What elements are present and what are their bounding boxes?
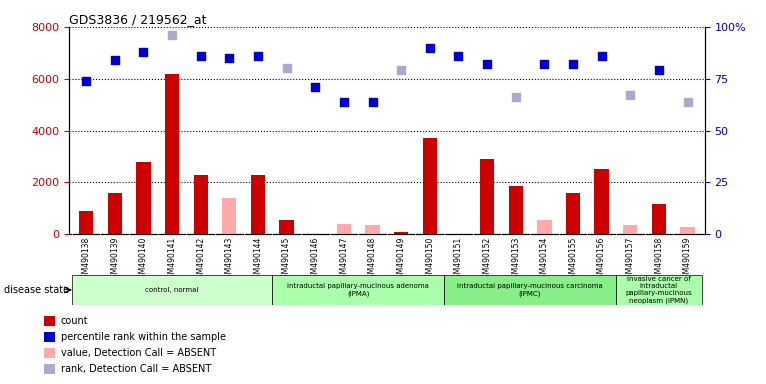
Bar bbox=[365, 225, 380, 234]
Bar bbox=[480, 159, 494, 234]
Text: GSM490155: GSM490155 bbox=[568, 236, 578, 283]
Text: GDS3836 / 219562_at: GDS3836 / 219562_at bbox=[69, 13, 207, 26]
Text: GSM490153: GSM490153 bbox=[511, 236, 520, 283]
Bar bbox=[594, 169, 609, 234]
Text: disease state: disease state bbox=[4, 285, 69, 295]
Text: GSM490152: GSM490152 bbox=[483, 236, 492, 283]
Text: GSM490159: GSM490159 bbox=[683, 236, 692, 283]
Text: GSM490146: GSM490146 bbox=[311, 236, 319, 283]
Bar bbox=[680, 227, 695, 234]
Bar bbox=[423, 138, 437, 234]
Point bbox=[682, 98, 694, 104]
Bar bbox=[566, 193, 580, 234]
Point bbox=[280, 65, 293, 71]
Point bbox=[109, 57, 121, 63]
Point bbox=[653, 67, 665, 73]
Text: GSM490149: GSM490149 bbox=[397, 236, 406, 283]
Point bbox=[452, 53, 464, 59]
Text: GSM490158: GSM490158 bbox=[654, 236, 663, 283]
Point bbox=[309, 84, 322, 90]
Point bbox=[624, 92, 637, 98]
Bar bbox=[44, 364, 55, 374]
Text: rank, Detection Call = ABSENT: rank, Detection Call = ABSENT bbox=[61, 364, 211, 374]
Bar bbox=[272, 275, 444, 305]
Text: GSM490140: GSM490140 bbox=[139, 236, 148, 283]
Bar bbox=[72, 275, 272, 305]
Bar bbox=[107, 193, 122, 234]
Text: GSM490145: GSM490145 bbox=[282, 236, 291, 283]
Bar bbox=[79, 211, 93, 234]
Point bbox=[80, 78, 92, 84]
Text: GSM490150: GSM490150 bbox=[425, 236, 434, 283]
Bar bbox=[194, 175, 208, 234]
Text: GSM490147: GSM490147 bbox=[339, 236, 349, 283]
Point bbox=[223, 55, 235, 61]
Point bbox=[195, 53, 207, 59]
Bar bbox=[509, 186, 523, 234]
Bar bbox=[394, 232, 408, 234]
Text: GSM490139: GSM490139 bbox=[110, 236, 119, 283]
Bar bbox=[337, 224, 351, 234]
Point bbox=[595, 53, 607, 59]
Bar bbox=[623, 225, 637, 234]
Text: GSM490157: GSM490157 bbox=[626, 236, 635, 283]
Text: intraductal papillary-mucinous carcinoma
(IPMC): intraductal papillary-mucinous carcinoma… bbox=[457, 283, 603, 297]
Point bbox=[137, 49, 149, 55]
Bar bbox=[280, 220, 293, 234]
Text: GSM490142: GSM490142 bbox=[196, 236, 205, 283]
Text: GSM490141: GSM490141 bbox=[168, 236, 176, 283]
Point bbox=[395, 67, 408, 73]
Text: percentile rank within the sample: percentile rank within the sample bbox=[61, 332, 226, 342]
Bar bbox=[165, 74, 179, 234]
Text: GSM490144: GSM490144 bbox=[254, 236, 263, 283]
Point bbox=[366, 98, 378, 104]
Point bbox=[509, 94, 522, 101]
Text: value, Detection Call = ABSENT: value, Detection Call = ABSENT bbox=[61, 348, 216, 358]
Text: GSM490156: GSM490156 bbox=[597, 236, 606, 283]
Bar bbox=[537, 220, 552, 234]
Bar bbox=[616, 275, 702, 305]
Point bbox=[538, 61, 551, 67]
Point bbox=[166, 32, 178, 38]
Point bbox=[252, 53, 264, 59]
Point bbox=[338, 98, 350, 104]
Bar bbox=[136, 162, 151, 234]
Text: GSM490143: GSM490143 bbox=[224, 236, 234, 283]
Bar bbox=[652, 204, 666, 234]
Text: control, normal: control, normal bbox=[146, 287, 198, 293]
Bar bbox=[44, 332, 55, 342]
Bar bbox=[444, 275, 616, 305]
Point bbox=[424, 45, 436, 51]
Bar bbox=[44, 348, 55, 358]
Text: GSM490148: GSM490148 bbox=[368, 236, 377, 283]
Bar bbox=[250, 175, 265, 234]
Text: GSM490151: GSM490151 bbox=[454, 236, 463, 283]
Text: invasive cancer of
intraductal
papillary-mucinous
neoplasm (IPMN): invasive cancer of intraductal papillary… bbox=[626, 276, 692, 304]
Text: GSM490154: GSM490154 bbox=[540, 236, 549, 283]
Point bbox=[481, 61, 493, 67]
Text: intraductal papillary-mucinous adenoma
(IPMA): intraductal papillary-mucinous adenoma (… bbox=[287, 283, 429, 297]
Text: GSM490138: GSM490138 bbox=[82, 236, 90, 283]
Bar bbox=[44, 316, 55, 326]
Text: count: count bbox=[61, 316, 88, 326]
Bar bbox=[222, 198, 237, 234]
Point bbox=[567, 61, 579, 67]
